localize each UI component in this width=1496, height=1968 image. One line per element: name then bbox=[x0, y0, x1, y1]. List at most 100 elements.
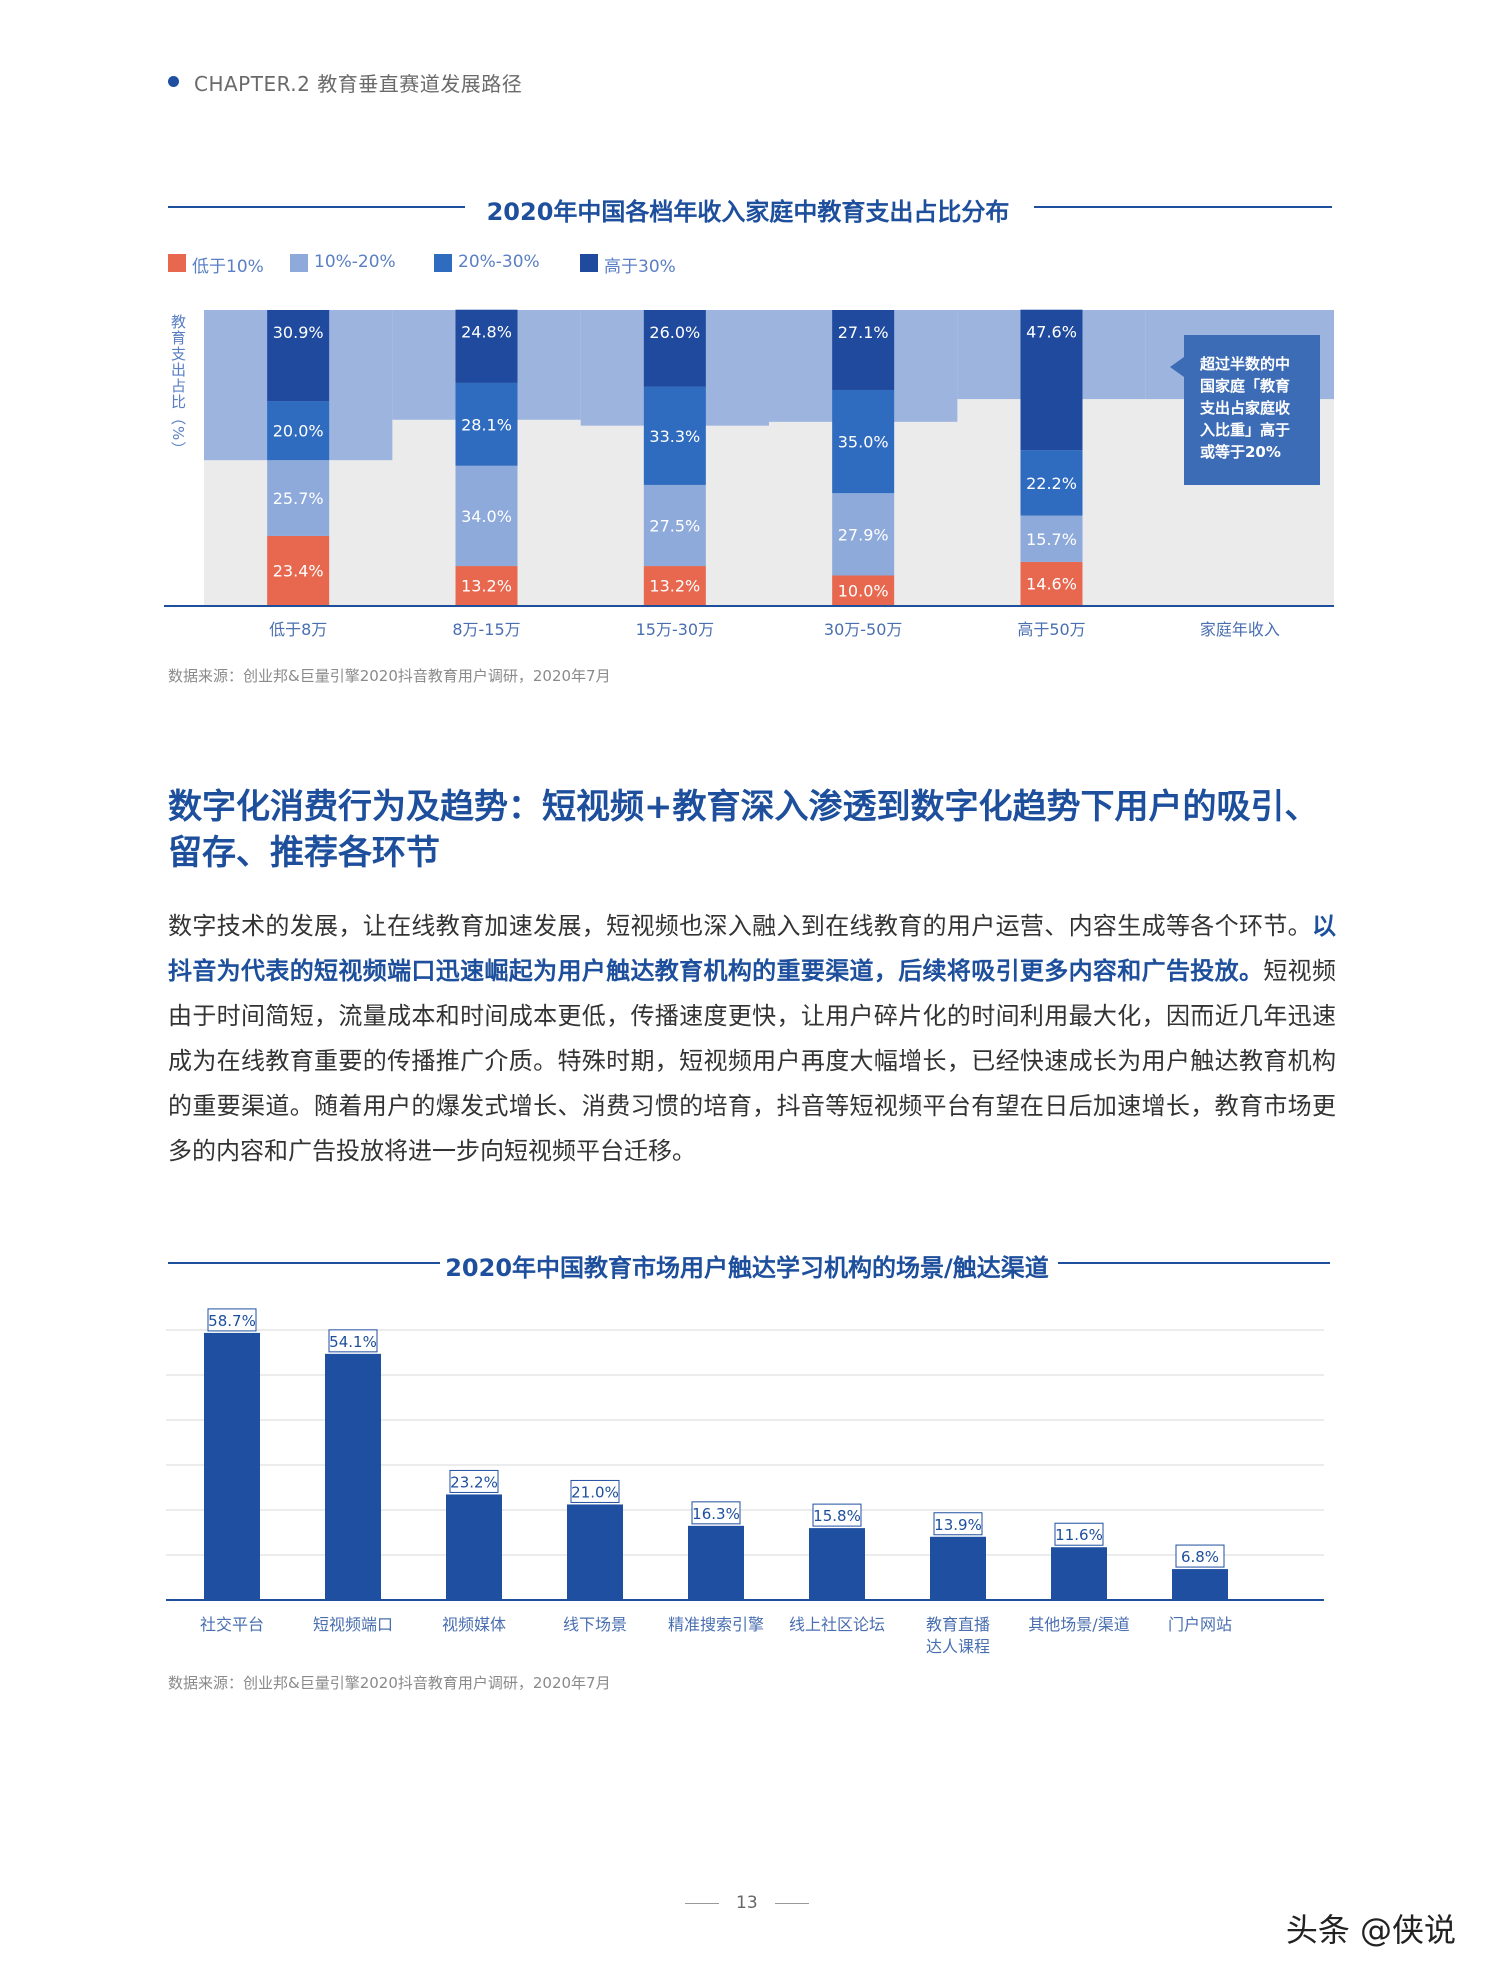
bar bbox=[567, 1504, 623, 1600]
paragraph-text-1: 数字技术的发展，让在线教育加速发展，短视频也深入融入到在线教育的用户运营、内容生… bbox=[168, 912, 1312, 940]
data-label: 22.2% bbox=[1026, 474, 1077, 493]
bar-segment bbox=[455, 309, 518, 383]
bar-segment bbox=[1020, 561, 1083, 605]
bar-segment bbox=[643, 566, 706, 605]
bar-segment bbox=[267, 460, 330, 536]
bar-segment bbox=[455, 465, 518, 567]
value-label: 13.9% bbox=[934, 1516, 982, 1534]
value-label: 16.3% bbox=[692, 1505, 740, 1523]
data-label: 20.0% bbox=[273, 422, 324, 441]
value-label-box bbox=[207, 1308, 257, 1332]
data-label: 13.2% bbox=[649, 577, 700, 596]
legend-label: 10%-20% bbox=[314, 252, 396, 272]
value-label: 11.6% bbox=[1055, 1526, 1103, 1544]
legend-swatch bbox=[290, 254, 308, 272]
bar-segment bbox=[1020, 450, 1083, 516]
x-tick-label: 教育直播 bbox=[926, 1615, 990, 1634]
data-label: 23.4% bbox=[273, 561, 324, 580]
x-tick-label: 15万-30万 bbox=[636, 620, 715, 639]
chart1-title: 2020年中国各档年收入家庭中教育支出占比分布 bbox=[486, 198, 1010, 226]
watermark: 头条 @侠说 bbox=[1285, 1911, 1456, 1949]
bar-segment bbox=[267, 310, 330, 402]
x-axis-label: 家庭年收入 bbox=[1200, 620, 1280, 639]
chart1-stacked-bar-chart: 教育支出占比（%） 23.4% 25.7% 20.0% 30.9% 低于8万 13.2% 34… bbox=[164, 309, 1334, 639]
data-label: 13.2% bbox=[461, 577, 512, 596]
chart2-title: 2020年中国教育市场用户触达学习机构的场景/触达渠道 bbox=[445, 1254, 1049, 1282]
value-label-box bbox=[570, 1479, 620, 1503]
chart2-title-rule-right bbox=[1058, 1262, 1330, 1264]
value-label-box bbox=[1054, 1522, 1104, 1546]
page-number-rule-right bbox=[775, 1903, 809, 1904]
data-label: 35.0% bbox=[838, 433, 889, 452]
annotation-text: 超过半数的中国家庭「教育支出占家庭收入比重」高于或等于20% bbox=[1199, 355, 1290, 461]
chart1-title-rule-right bbox=[1034, 206, 1332, 208]
x-tick-label: 短视频端口 bbox=[313, 1615, 393, 1634]
chart1-title-rule-left bbox=[168, 206, 465, 208]
bar bbox=[204, 1332, 260, 1600]
value-label: 6.8% bbox=[1181, 1548, 1219, 1566]
data-label: 10.0% bbox=[838, 581, 889, 600]
chart2-title-rule-left bbox=[168, 1262, 440, 1264]
bar-segment bbox=[1020, 515, 1083, 562]
data-label: 27.9% bbox=[838, 525, 889, 544]
bar bbox=[1051, 1547, 1107, 1600]
data-label: 25.7% bbox=[273, 489, 324, 508]
bar bbox=[1172, 1569, 1228, 1600]
x-tick-label: 其他场景/渠道 bbox=[1028, 1615, 1129, 1634]
bar-segment bbox=[832, 575, 895, 605]
chart2-source: 数据来源：创业邦&巨量引擎2020抖音教育用户调研，2020年7月 bbox=[168, 1674, 611, 1692]
value-label-box bbox=[1175, 1544, 1225, 1568]
bar-segment bbox=[643, 484, 706, 567]
chart2-bar-chart: 58.7% 社交平台 54.1% 短视频端口 23.2% 视频媒体 21.0% 线下场景 16.… bbox=[166, 1308, 1324, 1656]
x-tick-label: 精准搜索引擎 bbox=[668, 1615, 764, 1634]
legend-swatch bbox=[434, 254, 452, 272]
bar bbox=[325, 1353, 381, 1600]
chapter-bullet-icon bbox=[168, 76, 179, 87]
bar bbox=[688, 1525, 744, 1600]
value-label: 54.1% bbox=[329, 1333, 377, 1351]
data-label: 34.0% bbox=[461, 507, 512, 526]
bar bbox=[446, 1494, 502, 1600]
data-label: 26.0% bbox=[649, 323, 700, 342]
value-label-box bbox=[933, 1512, 983, 1536]
data-label: 24.8% bbox=[461, 323, 512, 342]
x-tick-label: 线下场景 bbox=[563, 1615, 627, 1634]
data-label: 27.5% bbox=[649, 516, 700, 535]
data-label: 15.7% bbox=[1026, 530, 1077, 549]
section-paragraph: 数字技术的发展，让在线教育加速发展，短视频也深入融入到在线教育的用户运营、内容生… bbox=[168, 904, 1336, 1174]
legend-label: 20%-30% bbox=[458, 252, 540, 272]
bar-segment bbox=[832, 310, 895, 390]
value-label-box bbox=[328, 1329, 378, 1353]
annotation-box bbox=[1184, 335, 1320, 485]
value-label: 58.7% bbox=[208, 1312, 256, 1330]
legend-swatch bbox=[168, 254, 186, 272]
section-heading: 数字化消费行为及趋势：短视频+教育深入渗透到数字化趋势下用户的吸引、留存、推荐各… bbox=[168, 787, 1319, 873]
bar-segment bbox=[643, 310, 706, 387]
bar-segment bbox=[832, 493, 895, 576]
annotation-pointer bbox=[1170, 357, 1184, 377]
data-label: 47.6% bbox=[1026, 323, 1077, 342]
value-label: 15.8% bbox=[813, 1507, 861, 1525]
data-label: 14.6% bbox=[1026, 574, 1077, 593]
x-tick-label: 8万-15万 bbox=[452, 620, 520, 639]
data-label: 33.3% bbox=[649, 427, 700, 446]
bar-segment bbox=[455, 566, 518, 605]
page-number-rule-left bbox=[685, 1903, 719, 1904]
bar bbox=[809, 1528, 865, 1600]
x-tick-label: 高于50万 bbox=[1017, 620, 1085, 639]
x-tick-label: 社交平台 bbox=[200, 1615, 264, 1634]
paragraph-highlight: 以抖音为代表的短视频端口迅速崛起为用户触达教育机构的重要渠道，后续将吸引更多内容… bbox=[168, 912, 1336, 985]
bar-segment bbox=[267, 535, 330, 605]
data-label: 28.1% bbox=[461, 415, 512, 434]
value-label-box bbox=[449, 1469, 499, 1493]
x-tick-label: 视频媒体 bbox=[442, 1615, 506, 1634]
x-tick-label: 线上社区论坛 bbox=[789, 1615, 885, 1634]
page-number: 13 bbox=[736, 1893, 758, 1913]
chart1-source: 数据来源：创业邦&巨量引擎2020抖音教育用户调研，2020年7月 bbox=[168, 667, 611, 685]
legend-label: 高于30% bbox=[604, 257, 676, 277]
x-tick-label: 门户网站 bbox=[1168, 1615, 1232, 1634]
bar-segment bbox=[1020, 309, 1083, 451]
bar-segment bbox=[643, 386, 706, 485]
chapter-header: CHAPTER.2 教育垂直赛道发展路径 bbox=[194, 72, 523, 96]
y-axis-label: 教育支出占比（%） bbox=[169, 314, 187, 457]
